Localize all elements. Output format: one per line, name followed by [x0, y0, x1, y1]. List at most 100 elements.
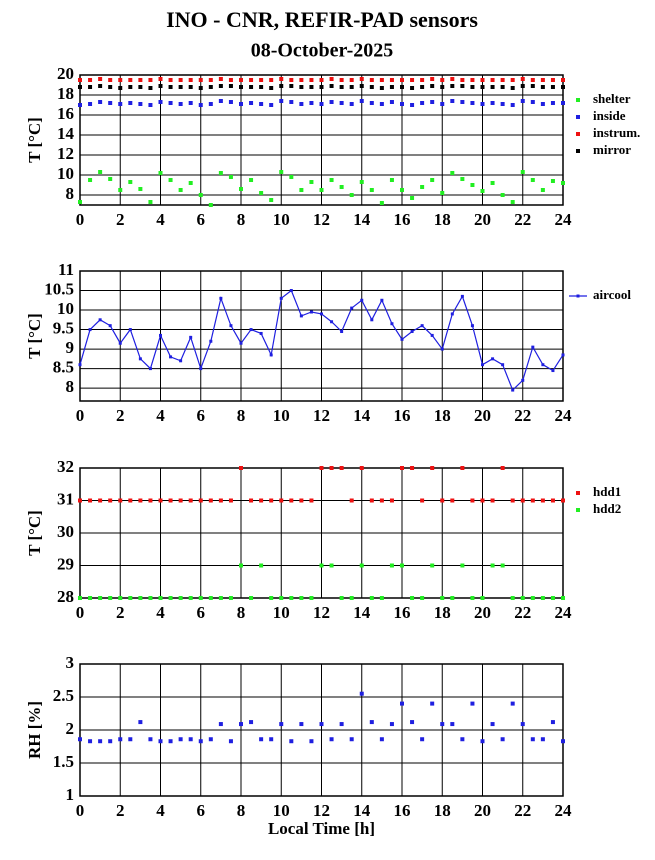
- point: [289, 175, 294, 179]
- point: [329, 77, 334, 81]
- point: [178, 498, 183, 503]
- point: [349, 737, 354, 742]
- point: [219, 296, 223, 300]
- point: [178, 737, 183, 742]
- x-tick-label: 16: [394, 603, 411, 622]
- point: [420, 498, 425, 503]
- point: [379, 596, 384, 600]
- point: [460, 466, 465, 470]
- point: [78, 498, 82, 503]
- point: [420, 596, 425, 600]
- plot-frame: [79, 270, 564, 402]
- x-tick-label: 6: [197, 210, 206, 229]
- point: [128, 78, 133, 82]
- point: [309, 739, 314, 744]
- point: [148, 103, 153, 107]
- point: [98, 739, 103, 744]
- point: [400, 466, 404, 470]
- legend-marker: [576, 491, 580, 495]
- point: [209, 339, 213, 343]
- point: [88, 596, 93, 600]
- point: [319, 722, 324, 727]
- point: [490, 78, 495, 82]
- point: [430, 100, 435, 104]
- point: [379, 102, 384, 106]
- x-tick-label: 20: [474, 210, 491, 229]
- point: [88, 102, 93, 106]
- point: [239, 78, 243, 82]
- point: [269, 596, 274, 600]
- point: [299, 188, 304, 192]
- point: [540, 737, 545, 742]
- point: [198, 498, 203, 503]
- x-axis-label: Local Time [h]: [268, 819, 375, 838]
- point: [78, 737, 82, 742]
- point: [299, 102, 304, 106]
- point: [379, 737, 384, 742]
- point: [379, 201, 384, 205]
- point: [480, 78, 485, 82]
- point: [339, 466, 344, 470]
- point: [259, 563, 264, 568]
- point: [309, 180, 314, 184]
- x-tick-label: 12: [313, 801, 330, 820]
- point: [370, 318, 374, 322]
- x-tick-label: 6: [197, 406, 206, 425]
- point: [430, 333, 434, 337]
- point: [198, 739, 203, 744]
- point: [249, 85, 254, 89]
- x-tick-label: 10: [273, 210, 290, 229]
- point: [450, 498, 455, 503]
- point: [450, 722, 455, 727]
- point: [88, 498, 93, 503]
- point: [208, 203, 213, 207]
- point: [520, 498, 525, 503]
- point: [430, 84, 435, 88]
- point: [158, 84, 163, 88]
- point: [349, 596, 354, 600]
- point: [389, 178, 394, 182]
- point: [390, 322, 394, 326]
- point: [218, 171, 223, 175]
- point: [239, 85, 243, 89]
- point: [259, 78, 264, 82]
- x-tick-label: 16: [394, 801, 411, 820]
- point: [148, 78, 153, 82]
- point: [359, 77, 364, 81]
- x-tick-label: 14: [353, 603, 371, 622]
- point: [269, 103, 274, 107]
- point: [178, 85, 183, 89]
- point: [400, 102, 404, 106]
- point: [259, 331, 263, 335]
- point: [369, 498, 374, 503]
- point: [178, 102, 183, 106]
- x-tick-label: 4: [156, 801, 165, 820]
- point: [148, 200, 153, 204]
- point: [480, 739, 485, 744]
- point: [481, 363, 484, 367]
- point: [158, 171, 163, 175]
- legend-marker: [576, 98, 580, 102]
- point: [460, 294, 464, 298]
- legend-label: shelter: [593, 91, 631, 106]
- point: [118, 596, 123, 600]
- point: [108, 101, 113, 105]
- point: [340, 330, 344, 334]
- point: [88, 178, 93, 182]
- point: [480, 596, 485, 600]
- point: [490, 563, 495, 568]
- point: [541, 363, 545, 367]
- y-tick-label: 10.5: [44, 279, 74, 298]
- point: [450, 84, 455, 88]
- x-tick-label: 2: [116, 406, 125, 425]
- legend-label: hdd2: [593, 501, 621, 516]
- point: [400, 563, 404, 568]
- legend-marker: [576, 132, 580, 136]
- point: [78, 200, 82, 204]
- legend-marker: [576, 149, 580, 153]
- point: [530, 596, 535, 600]
- point: [520, 84, 525, 88]
- point: [440, 78, 445, 82]
- point: [168, 498, 173, 503]
- point: [389, 498, 394, 503]
